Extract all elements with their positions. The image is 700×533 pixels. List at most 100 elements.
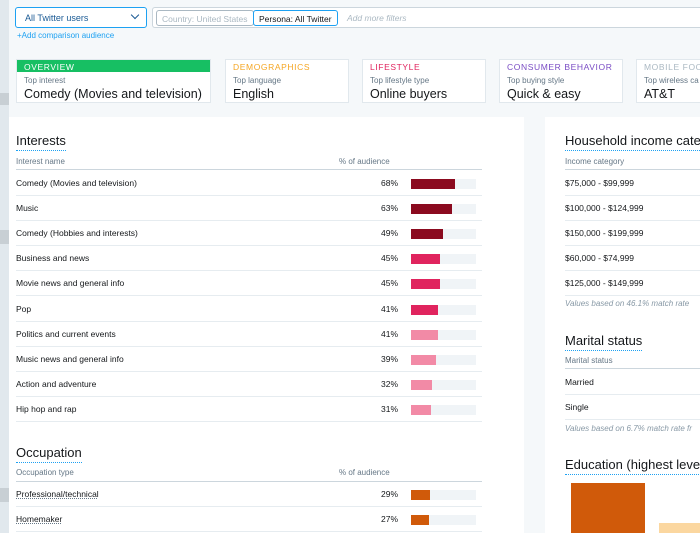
persona-filter-chip[interactable]: Persona: All Twitter	[253, 10, 338, 26]
bar-fill	[411, 379, 432, 390]
row-percent: 68%	[380, 178, 398, 188]
row-label: Pop	[16, 303, 32, 314]
bar-track	[411, 354, 476, 365]
bar-fill	[411, 490, 430, 500]
tab-caption: MOBILE FOO	[644, 62, 700, 72]
bar-track	[411, 179, 476, 189]
tab-label: Top lifestyle type	[370, 76, 430, 85]
bar-fill	[411, 279, 441, 290]
browser-edge	[0, 0, 9, 533]
tab-lifestyle[interactable]: LIFESTYLE Top lifestyle type Online buye…	[362, 59, 486, 103]
row-label: Comedy (Hobbies and interests)	[16, 228, 138, 239]
row-label: Business and news	[16, 253, 90, 264]
row-label: Music news and general info	[16, 353, 124, 364]
marital-status-header: Marital status	[565, 356, 613, 365]
table-row[interactable]: $60,000 - $74,999	[565, 246, 700, 272]
tab-mobile-footprint[interactable]: MOBILE FOO Top wireless ca AT&T	[636, 59, 700, 103]
row-percent: 32%	[380, 378, 398, 389]
marital-status-title: Marital status	[565, 333, 643, 351]
tab-label: Top language	[233, 76, 282, 85]
marital-match-note: Values based on 6.7% match rate fr	[565, 424, 692, 433]
row-percent: 29%	[380, 489, 398, 499]
add-filters-placeholder[interactable]: Add more filters	[347, 13, 407, 23]
education-title: Education (highest level	[565, 457, 700, 475]
bar-track	[411, 379, 476, 390]
row-percent: 49%	[380, 228, 398, 239]
tab-consumer-behavior[interactable]: CONSUMER BEHAVIOR Top buying style Quick…	[499, 59, 623, 103]
tab-overview[interactable]: OVERVIEW Top interest Comedy (Movies and…	[16, 59, 211, 103]
row-label: Movie news and general info	[16, 278, 125, 289]
bar-fill	[411, 254, 441, 265]
row-label: $60,000 - $74,999	[565, 253, 635, 264]
table-row[interactable]: Business and news 45%	[16, 246, 482, 272]
row-label: Homemaker	[16, 514, 63, 525]
bar-fill	[411, 404, 432, 415]
table-row[interactable]: Politics and current events 41%	[16, 322, 482, 347]
table-row[interactable]: Action and adventure 32%	[16, 372, 482, 397]
tab-caption: OVERVIEW	[17, 60, 210, 72]
header-divider	[565, 169, 700, 170]
bar-fill	[411, 304, 438, 315]
table-row[interactable]: Hip hop and rap 31%	[16, 397, 482, 422]
interests-title: Interests	[16, 133, 66, 151]
filter-bar: All Twitter users Country: United States…	[15, 7, 700, 29]
tab-demographics[interactable]: DEMOGRAPHICS Top language English	[225, 59, 349, 103]
household-income-title: Household income categ	[565, 133, 700, 151]
row-percent: 27%	[380, 514, 398, 525]
row-percent: 63%	[380, 203, 398, 214]
row-label: Comedy (Movies and television)	[16, 178, 137, 188]
tab-value: Comedy (Movies and television)	[24, 87, 202, 101]
bar-track	[411, 254, 476, 265]
bar-track	[411, 304, 476, 315]
bar-track	[411, 515, 476, 526]
row-label: Politics and current events	[16, 328, 116, 339]
tab-label: Top wireless ca	[644, 76, 699, 85]
row-label: $75,000 - $99,999	[565, 178, 635, 188]
filter-field[interactable]: Country: United States Persona: All Twit…	[152, 7, 700, 28]
occupation-title: Occupation	[16, 445, 82, 463]
table-row[interactable]: Married	[565, 370, 700, 395]
row-label: Professional/technical	[16, 489, 99, 499]
table-row[interactable]: Single	[565, 395, 700, 421]
income-match-note: Values based on 46.1% match rate	[565, 299, 690, 308]
table-row[interactable]: Comedy (Hobbies and interests) 49%	[16, 221, 482, 247]
table-row[interactable]: $150,000 - $199,999	[565, 221, 700, 247]
bar-fill	[411, 354, 437, 365]
table-row[interactable]: Professional/technical 29%	[16, 482, 482, 507]
row-label: $125,000 - $149,999	[565, 278, 644, 289]
table-row[interactable]: Music news and general info 39%	[16, 347, 482, 372]
table-row[interactable]: Music 63%	[16, 196, 482, 222]
table-row[interactable]: Pop 41%	[16, 297, 482, 322]
audience-select[interactable]: All Twitter users	[15, 7, 147, 28]
table-row[interactable]: $125,000 - $149,999	[565, 271, 700, 297]
occupation-type-header: Occupation type	[16, 468, 74, 477]
tab-caption: DEMOGRAPHICS	[233, 62, 311, 72]
right-panel	[545, 117, 700, 533]
header-divider	[16, 169, 482, 170]
bar-fill	[411, 515, 429, 526]
percent-header: % of audience	[339, 157, 390, 166]
row-label: Hip hop and rap	[16, 403, 77, 414]
row-percent: 41%	[380, 303, 398, 314]
table-row[interactable]: $100,000 - $124,999	[565, 196, 700, 222]
add-comparison-link[interactable]: +Add comparison audience	[17, 31, 115, 40]
table-row[interactable]: Homemaker 27%	[16, 507, 482, 533]
row-label: Music	[16, 203, 39, 214]
bar-fill	[411, 179, 456, 189]
bar-track	[411, 229, 476, 240]
row-label: $100,000 - $124,999	[565, 203, 644, 214]
row-label: Action and adventure	[16, 378, 97, 389]
bar-track	[411, 329, 476, 340]
bar-fill	[411, 329, 438, 340]
table-row[interactable]: Comedy (Movies and television) 68%	[16, 171, 482, 196]
tab-label: Top buying style	[507, 76, 565, 85]
bar-track	[411, 279, 476, 290]
table-row[interactable]: Movie news and general info 45%	[16, 271, 482, 297]
table-row[interactable]: $75,000 - $99,999	[565, 171, 700, 196]
country-filter-chip[interactable]: Country: United States	[156, 10, 254, 26]
chevron-down-icon	[130, 10, 140, 20]
audience-select-label: All Twitter users	[25, 13, 89, 23]
header-divider	[565, 368, 700, 369]
education-bar	[659, 523, 700, 533]
row-percent: 39%	[380, 353, 398, 364]
